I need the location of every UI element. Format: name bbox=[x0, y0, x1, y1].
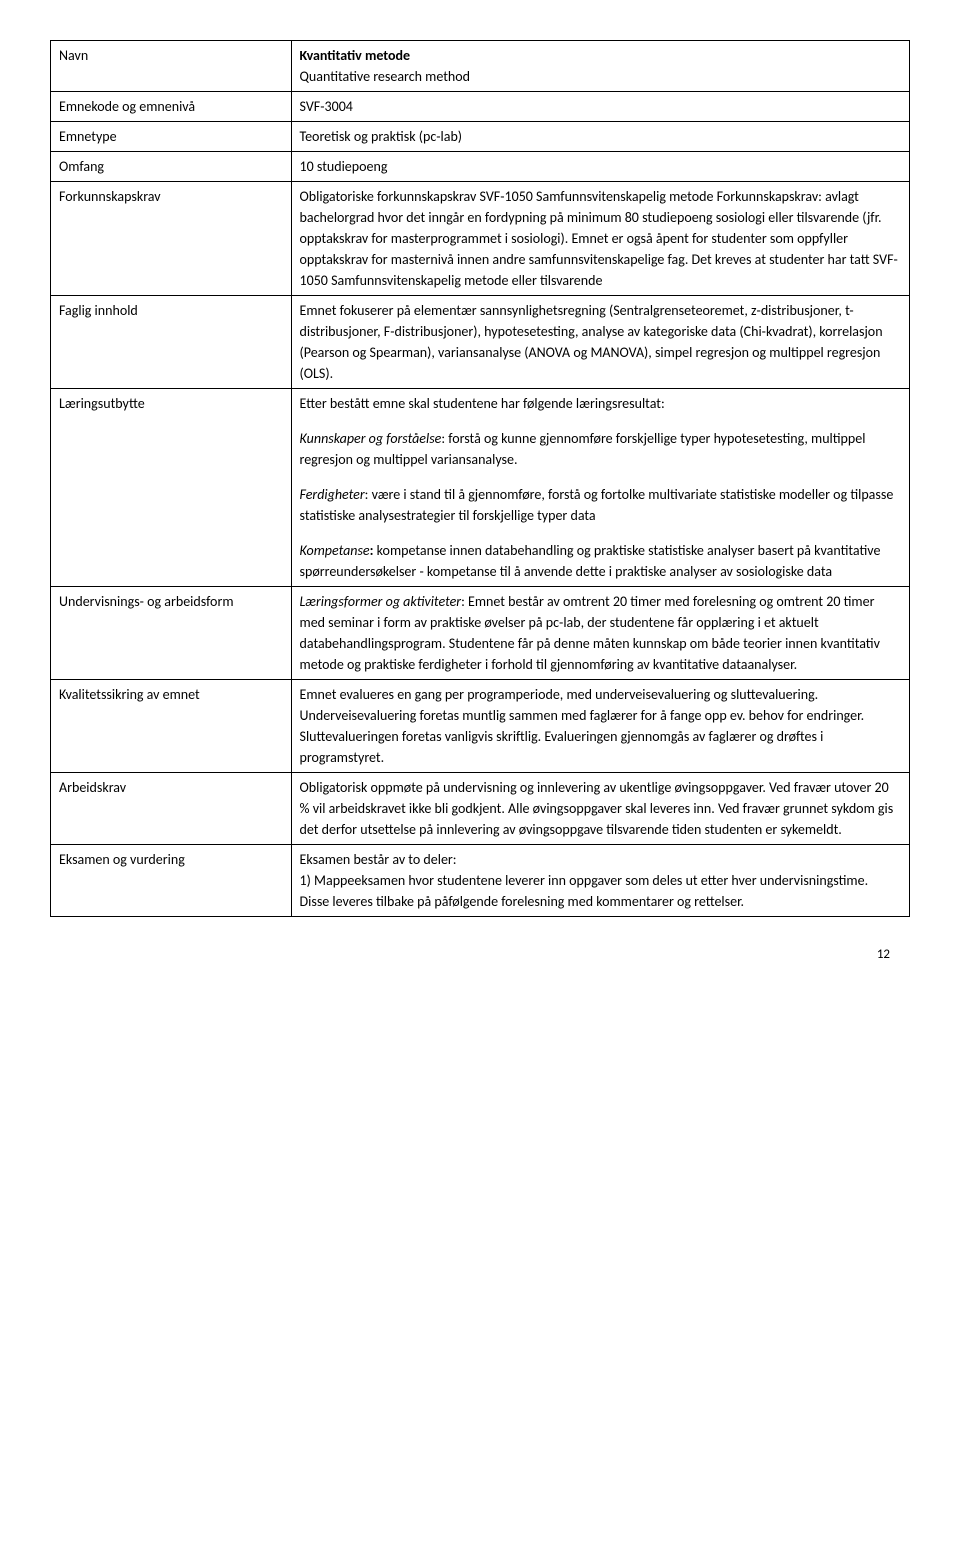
row-navn: Navn Kvantitativ metode Quantitative res… bbox=[51, 41, 910, 92]
label-arbeidskrav: Arbeidskrav bbox=[51, 773, 292, 845]
kompetanse-label: Kompetanse bbox=[300, 542, 370, 559]
label-omfang: Omfang bbox=[51, 152, 292, 182]
label-kvalitetssikring: Kvalitetssikring av emnet bbox=[51, 680, 292, 773]
course-title: Kvantitativ metode bbox=[300, 47, 411, 64]
value-laeringsutbytte: Etter bestått emne skal studentene har f… bbox=[291, 389, 909, 587]
row-forkunnskapskrav: Forkunnskapskrav Obligatoriske forkunnsk… bbox=[51, 182, 910, 296]
value-omfang: 10 studiepoeng bbox=[291, 152, 909, 182]
label-undervisning: Undervisnings- og arbeidsform bbox=[51, 587, 292, 680]
value-undervisning: Læringsformer og aktiviteter: Emnet best… bbox=[291, 587, 909, 680]
row-eksamen: Eksamen og vurdering Eksamen består av t… bbox=[51, 845, 910, 917]
kompetanse-text: kompetanse innen databehandling og prakt… bbox=[300, 542, 881, 580]
label-navn: Navn bbox=[51, 41, 292, 92]
value-arbeidskrav: Obligatorisk oppmøte på undervisning og … bbox=[291, 773, 909, 845]
laering-kunnskaper: Kunnskaper og forståelse: forstå og kunn… bbox=[300, 428, 901, 470]
kunnskaper-label: Kunnskaper og forståelse bbox=[300, 430, 442, 447]
eksamen-line1: Eksamen består av to deler: bbox=[300, 849, 901, 870]
value-navn: Kvantitativ metode Quantitative research… bbox=[291, 41, 909, 92]
label-eksamen: Eksamen og vurdering bbox=[51, 845, 292, 917]
ferdigheter-text: : være i stand til å gjennomføre, forstå… bbox=[300, 486, 894, 524]
value-faglig-innhold: Emnet fokuserer på elementær sannsynligh… bbox=[291, 296, 909, 389]
laering-kompetanse: Kompetanse: kompetanse innen databehandl… bbox=[300, 540, 901, 582]
value-emnetype: Teoretisk og praktisk (pc-lab) bbox=[291, 122, 909, 152]
value-emnekode: SVF-3004 bbox=[291, 92, 909, 122]
value-forkunnskapskrav: Obligatoriske forkunnskapskrav SVF-1050 … bbox=[291, 182, 909, 296]
label-emnetype: Emnetype bbox=[51, 122, 292, 152]
row-laeringsutbytte: Læringsutbytte Etter bestått emne skal s… bbox=[51, 389, 910, 587]
value-eksamen: Eksamen består av to deler: 1) Mappeeksa… bbox=[291, 845, 909, 917]
row-emnetype: Emnetype Teoretisk og praktisk (pc-lab) bbox=[51, 122, 910, 152]
laering-intro: Etter bestått emne skal studentene har f… bbox=[300, 393, 901, 414]
label-laeringsutbytte: Læringsutbytte bbox=[51, 389, 292, 587]
label-faglig-innhold: Faglig innhold bbox=[51, 296, 292, 389]
row-kvalitetssikring: Kvalitetssikring av emnet Emnet evaluere… bbox=[51, 680, 910, 773]
undervisning-prefix: Læringsformer og aktiviteter bbox=[300, 593, 462, 610]
laering-ferdigheter: Ferdigheter: være i stand til å gjennomf… bbox=[300, 484, 901, 526]
page-number: 12 bbox=[50, 917, 910, 962]
row-emnekode: Emnekode og emnenivå SVF-3004 bbox=[51, 92, 910, 122]
label-emnekode: Emnekode og emnenivå bbox=[51, 92, 292, 122]
row-arbeidskrav: Arbeidskrav Obligatorisk oppmøte på unde… bbox=[51, 773, 910, 845]
ferdigheter-label: Ferdigheter bbox=[300, 486, 365, 503]
label-forkunnskapskrav: Forkunnskapskrav bbox=[51, 182, 292, 296]
course-table: Navn Kvantitativ metode Quantitative res… bbox=[50, 40, 910, 917]
row-undervisning: Undervisnings- og arbeidsform Læringsfor… bbox=[51, 587, 910, 680]
course-subtitle: Quantitative research method bbox=[300, 68, 471, 85]
eksamen-line2: 1) Mappeeksamen hvor studentene leverer … bbox=[300, 870, 901, 912]
row-faglig-innhold: Faglig innhold Emnet fokuserer på elemen… bbox=[51, 296, 910, 389]
value-kvalitetssikring: Emnet evalueres en gang per programperio… bbox=[291, 680, 909, 773]
row-omfang: Omfang 10 studiepoeng bbox=[51, 152, 910, 182]
